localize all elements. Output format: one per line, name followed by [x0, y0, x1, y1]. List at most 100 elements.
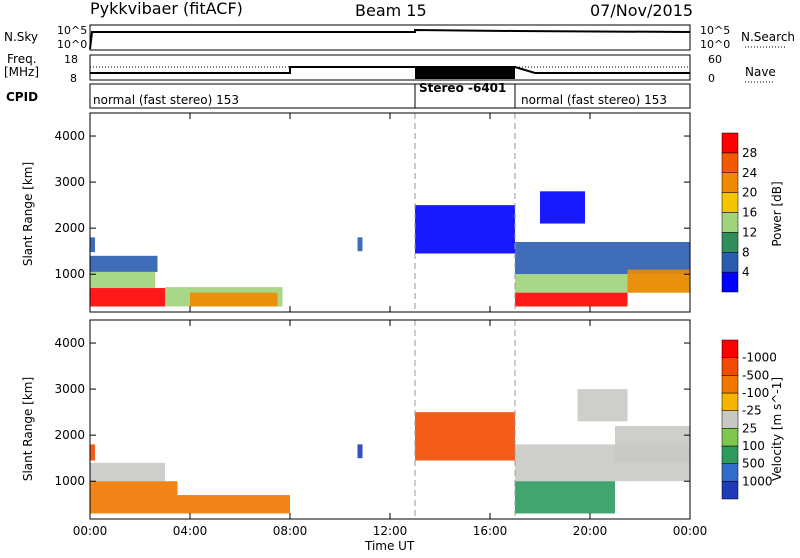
- y-tick-label: 2000: [54, 221, 85, 235]
- x-tick-label: 00:00: [673, 524, 708, 538]
- colorbar-swatch: [721, 152, 739, 173]
- cpid-segment-2: Stereo -6401: [419, 81, 507, 95]
- colorbar-tick-label: 500: [742, 457, 765, 471]
- x-tick-label: 20:00: [573, 524, 608, 538]
- x-tick-label: 08:00: [273, 524, 308, 538]
- colorbar-swatch: [721, 232, 739, 253]
- colorbar-swatch: [721, 132, 739, 154]
- colorbar-swatch: [721, 212, 739, 233]
- y-tick-label: 2000: [54, 428, 85, 442]
- colorbar-swatch: [721, 271, 739, 293]
- heatmap-cell: [90, 271, 155, 289]
- heatmap-cell: [515, 241, 690, 275]
- colorbar-swatch: [721, 410, 739, 429]
- colorbar-swatch: [721, 428, 739, 447]
- power-colorbar-label: Power [dB]: [770, 181, 784, 247]
- colorbar-swatch: [721, 339, 739, 358]
- plot-title: Pykkvibaer (fitACF): [90, 0, 243, 18]
- heatmap-cell: [415, 412, 515, 461]
- heatmap-cell: [627, 269, 690, 293]
- colorbar-tick-label: 12: [742, 225, 757, 239]
- heatmap-cell: [90, 462, 165, 482]
- colorbar-swatch: [721, 172, 739, 193]
- cpid-frame: [89, 83, 691, 109]
- power-colorbar: 4 8 12 16 20 24 28: [721, 132, 757, 293]
- colorbar-swatch: [721, 445, 739, 464]
- colorbar-tick-label: -25: [742, 404, 762, 418]
- colorbar-tick-label: -500: [742, 368, 769, 382]
- x-tick-label: 16:00: [473, 524, 508, 538]
- heatmap-cell: [90, 444, 95, 461]
- heatmap-cell: [90, 255, 158, 272]
- colorbar-tick-label: 20: [742, 186, 757, 200]
- stereo-block: [415, 67, 515, 79]
- heatmap-cell: [577, 389, 628, 422]
- x-tick-label: 00:00: [73, 524, 108, 538]
- cpid-segment-1: normal (fast stereo) 153: [93, 93, 240, 107]
- nsky-trace: [89, 28, 691, 50]
- colorbar-swatch: [721, 252, 739, 273]
- heatmap-cell: [540, 191, 585, 224]
- y-tick-label: 1000: [54, 267, 85, 281]
- freq-trace: [90, 66, 690, 74]
- freq-label: Freq.: [7, 52, 37, 66]
- nave-label: Nave: [745, 65, 776, 79]
- x-tick-label: 12:00: [373, 524, 408, 538]
- heatmap-cell: [515, 292, 628, 307]
- heatmap-cell: [90, 237, 95, 253]
- colorbar-swatch: [721, 192, 739, 213]
- strip-panels: [89, 24, 785, 109]
- heatmap-cell: [90, 481, 178, 514]
- nave-tick-top: 60: [708, 53, 722, 66]
- heatmap-cell: [357, 444, 363, 459]
- colorbar-tick-label: 1000: [742, 474, 773, 488]
- heatmap-cell: [615, 425, 690, 463]
- x-tick-label: 04:00: [173, 524, 208, 538]
- colorbar-swatch: [721, 375, 739, 394]
- nsearch-tick-top: 10^5: [700, 24, 731, 37]
- heatmap-cell: [90, 288, 165, 307]
- x-axis-label: Time UT: [365, 539, 415, 553]
- colorbar-tick-label: 16: [742, 206, 757, 220]
- y-tick-label: 3000: [54, 382, 85, 396]
- freq-tick-bottom: 8: [70, 72, 77, 85]
- nsky-tick-top: 10^5: [57, 24, 88, 37]
- y-tick-label: 4000: [54, 336, 85, 350]
- heatmap-cell: [415, 205, 515, 254]
- power-panel: 1000 2000 3000 4000: [54, 112, 691, 313]
- power-ylabel: Slant Range [km]: [21, 161, 35, 267]
- cpid-segment-3: normal (fast stereo) 153: [521, 93, 668, 107]
- colorbar-swatch: [721, 357, 739, 376]
- velocity-colorbar: 1000 500 100 25 -25 -100 -500 -1000: [721, 339, 777, 500]
- freq-unit: [MHz]: [4, 65, 40, 79]
- colorbar-tick-label: 4: [742, 265, 750, 279]
- colorbar-tick-label: 25: [742, 421, 757, 435]
- velocity-panel: 1000 2000 3000 4000: [54, 319, 691, 520]
- heatmap-cell: [515, 481, 615, 514]
- heatmap-cell: [177, 495, 290, 514]
- colorbar-tick-label: -1000: [742, 351, 777, 365]
- nave-tick-bottom: 0: [708, 72, 715, 85]
- velocity-colorbar-label: Velocity [m s^-1]: [770, 376, 784, 482]
- colorbar-tick-label: 100: [742, 439, 765, 453]
- beam-label: Beam 15: [355, 1, 427, 20]
- nsky-label: N.Sky: [4, 30, 39, 44]
- y-tick-label: 4000: [54, 129, 85, 143]
- colorbar-tick-label: -100: [742, 386, 769, 400]
- colorbar-swatch: [721, 463, 739, 482]
- y-tick-label: 3000: [54, 175, 85, 189]
- cpid-label: CPID: [6, 90, 39, 104]
- date-label: 07/Nov/2015: [590, 1, 694, 20]
- colorbar-tick-label: 8: [742, 245, 750, 259]
- x-axis: 00:00 04:00 08:00 12:00 16:00 20:00 00:00: [73, 524, 708, 538]
- nsearch-label: N.Search: [741, 30, 796, 44]
- nsky-tick-bottom: 10^0: [57, 38, 88, 51]
- colorbar-swatch: [721, 392, 739, 411]
- velocity-ylabel: Slant Range [km]: [21, 376, 35, 482]
- y-tick-label: 1000: [54, 474, 85, 488]
- colorbar-swatch: [721, 481, 739, 500]
- heatmap-cell: [357, 237, 363, 252]
- nsearch-tick-bottom: 10^0: [700, 38, 731, 51]
